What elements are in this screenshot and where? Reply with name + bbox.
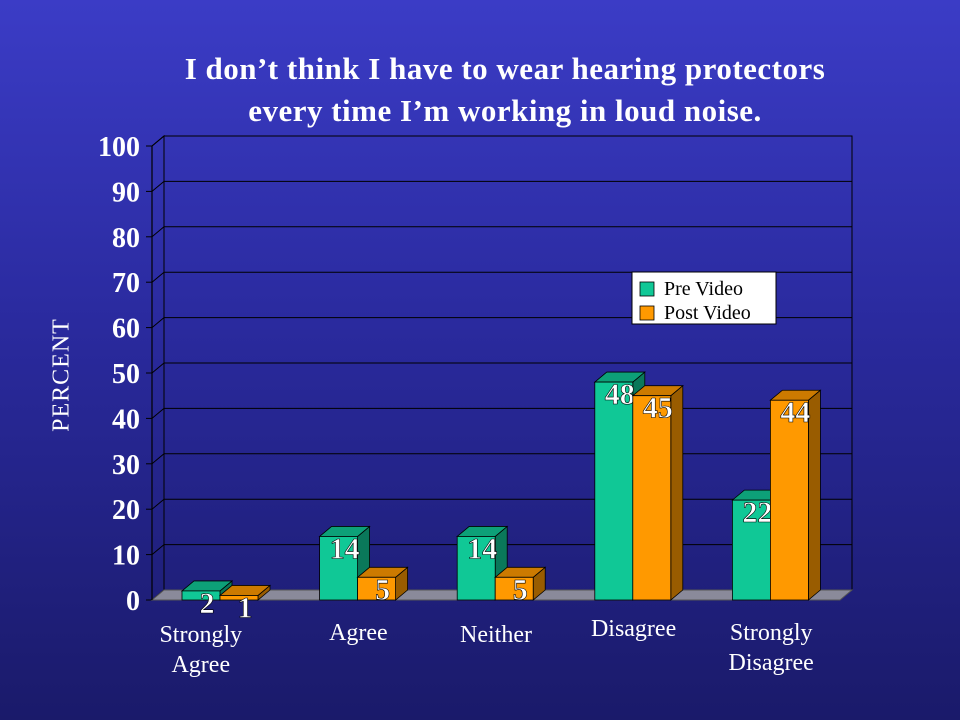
gridline [151,135,852,147]
bar-post-video [632,395,672,601]
gridline [151,362,852,374]
gridline [151,271,852,283]
chart-title-line-1: I don’t think I have to wear hearing pro… [184,51,826,86]
y-tick-label: 80 [112,223,140,254]
bar-post-video [494,576,534,601]
data-label: 5 [375,573,390,606]
data-label: 14 [330,532,360,565]
gridline [151,317,852,328]
y-tick-label: 10 [112,541,140,572]
y-tick-label: 30 [112,450,140,481]
x-tick-label: Strongly Agree [159,622,243,678]
chart-title: I don’t think I have to wear hearing pro… [80,48,930,132]
legend-swatch [639,305,655,321]
data-label: 45 [643,392,673,425]
chart-title-line-2: every time I’m working in loud noise. [248,93,762,128]
x-tick-label: Disagree [590,616,677,642]
data-label: 1 [238,591,253,624]
x-tick-label: Neither [460,622,532,648]
bar-post-video [770,399,809,601]
bar-post-video [357,576,397,601]
x-tick-label: Agree [329,620,388,646]
y-tick-label: 90 [112,177,140,208]
legend-label: Pre Video [664,278,743,300]
data-label: 14 [467,532,497,565]
y-tick-label: 40 [112,404,140,435]
legend-swatch [639,281,655,297]
bar-pre-video [732,499,771,601]
data-label: 44 [780,396,810,429]
legend [631,271,777,325]
legend-label: Post Video [664,302,751,324]
gridline [151,180,852,192]
gridline [151,226,852,238]
y-tick-label: 0 [126,586,140,617]
gridline [151,453,852,465]
bar-pre-video [594,381,634,601]
gridline [151,407,852,419]
bar-pre-video [456,536,496,601]
data-label: 22 [742,496,772,529]
data-label: 48 [605,378,635,411]
y-tick-label: 50 [112,359,140,390]
y-tick-label: 70 [112,268,140,299]
y-tick-label: 100 [98,132,140,163]
bar-pre-video [319,536,359,601]
data-label: 5 [513,573,528,606]
y-tick-label: 60 [112,314,140,345]
y-axis-label: PERCENT [48,318,75,432]
data-label: 2 [200,587,215,620]
y-tick-label: 20 [112,495,140,526]
bar-post-video [219,595,259,601]
x-tick-label: Strongly Disagree [728,620,814,676]
